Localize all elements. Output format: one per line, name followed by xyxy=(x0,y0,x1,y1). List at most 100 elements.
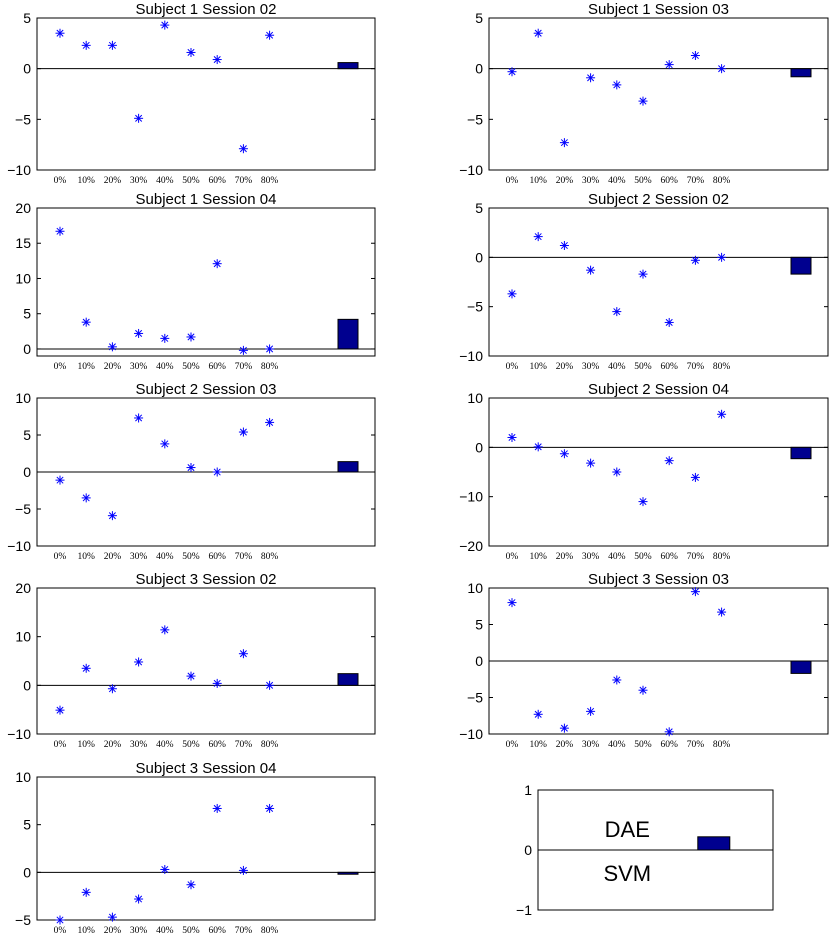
data-point xyxy=(533,232,543,242)
ytick-label: −5 xyxy=(15,501,31,517)
xtick-label: 30% xyxy=(582,362,600,372)
axes-box xyxy=(36,587,376,735)
xtick-label: 30% xyxy=(130,176,148,186)
data-point xyxy=(238,427,248,437)
ytick-label: −10 xyxy=(7,726,31,742)
xtick-label: 70% xyxy=(687,740,705,750)
data-point xyxy=(81,887,91,897)
data-point xyxy=(507,289,517,299)
xtick-label: 30% xyxy=(130,926,148,936)
subplot-7: Subject 3 Session 02 −10 0 10 20 0% 10% 20% 30% 4… xyxy=(7,571,376,750)
xtick-label: 20% xyxy=(104,552,122,562)
xtick-label: 80% xyxy=(261,926,279,936)
data-point xyxy=(559,449,569,459)
xtick-label: 70% xyxy=(235,740,253,750)
xtick-label: 30% xyxy=(130,740,148,750)
data-point xyxy=(81,40,91,50)
legend-label-svm: SVM xyxy=(603,861,651,886)
ytick-label: 5 xyxy=(23,10,31,26)
data-point xyxy=(160,20,170,30)
ytick-label: 5 xyxy=(475,200,483,216)
ytick-label: 0 xyxy=(475,249,483,265)
data-point xyxy=(160,333,170,343)
data-point xyxy=(717,607,727,617)
xtick-label: 60% xyxy=(660,362,678,372)
bar xyxy=(337,62,359,70)
data-point xyxy=(690,50,700,60)
xtick-label: 20% xyxy=(104,362,122,372)
data-point xyxy=(559,240,569,250)
xtick-label: 50% xyxy=(634,176,652,186)
xtick-label: 70% xyxy=(687,176,705,186)
data-point xyxy=(265,344,275,354)
bar xyxy=(337,318,359,350)
data-point xyxy=(134,657,144,667)
xtick-label: 80% xyxy=(713,176,731,186)
xtick-label: 50% xyxy=(634,552,652,562)
data-point xyxy=(55,475,65,485)
data-point xyxy=(664,456,674,466)
ytick-label: −10 xyxy=(459,162,483,178)
data-point xyxy=(134,894,144,904)
xtick-label: 10% xyxy=(529,176,547,186)
xtick-label: 20% xyxy=(556,552,574,562)
xtick-label: 40% xyxy=(156,740,174,750)
ytick-label: 20 xyxy=(15,200,31,216)
xtick-label: 10% xyxy=(529,362,547,372)
subplot-9: Subject 3 Session 04 −5 0 5 10 0% 10% 20% 30% 40%… xyxy=(15,760,376,936)
ytick-label: 1 xyxy=(524,782,532,798)
data-point xyxy=(559,138,569,148)
data-point xyxy=(717,409,727,419)
ytick-label: −20 xyxy=(459,538,483,554)
ytick-label: 0 xyxy=(23,61,31,77)
subplot-title: Subject 2 Session 03 xyxy=(136,381,277,398)
ytick-label: 0 xyxy=(475,653,483,669)
xtick-label: 10% xyxy=(77,552,95,562)
data-point xyxy=(717,252,727,262)
xtick-label: 60% xyxy=(208,552,226,562)
bar xyxy=(790,660,812,674)
ytick-label: 0 xyxy=(23,464,31,480)
xtick-label: 50% xyxy=(182,926,200,936)
data-point xyxy=(107,684,117,694)
xtick-label: 70% xyxy=(235,176,253,186)
data-point xyxy=(238,865,248,875)
ytick-label: 10 xyxy=(15,629,31,645)
xtick-label: 60% xyxy=(660,740,678,750)
data-point xyxy=(160,439,170,449)
xtick-label: 80% xyxy=(261,740,279,750)
ytick-label: 0 xyxy=(524,842,532,858)
xtick-label: 70% xyxy=(235,362,253,372)
xtick-label: 20% xyxy=(104,740,122,750)
xtick-label: 40% xyxy=(156,362,174,372)
ytick-label: 5 xyxy=(23,817,31,833)
subplot-title: Subject 3 Session 02 xyxy=(136,571,277,588)
xtick-label: 0% xyxy=(506,552,519,562)
ytick-label: 0 xyxy=(23,677,31,693)
data-point xyxy=(690,587,700,597)
data-point xyxy=(55,226,65,236)
xtick-label: 60% xyxy=(660,176,678,186)
data-point xyxy=(186,332,196,342)
data-point xyxy=(134,413,144,423)
bar xyxy=(337,871,359,875)
ytick-label: 10 xyxy=(15,390,31,406)
ytick-label: 5 xyxy=(475,10,483,26)
data-point xyxy=(586,265,596,275)
xtick-label: 30% xyxy=(582,176,600,186)
bar xyxy=(337,673,359,686)
xtick-label: 40% xyxy=(156,176,174,186)
xtick-label: 10% xyxy=(77,740,95,750)
data-point xyxy=(664,60,674,70)
xtick-label: 70% xyxy=(235,552,253,562)
data-point xyxy=(55,28,65,38)
xtick-label: 80% xyxy=(261,362,279,372)
xtick-label: 0% xyxy=(54,362,67,372)
data-point xyxy=(212,803,222,813)
data-point xyxy=(507,598,517,608)
bar xyxy=(790,446,812,460)
xtick-label: 30% xyxy=(130,362,148,372)
data-point xyxy=(107,342,117,352)
data-point xyxy=(134,113,144,123)
